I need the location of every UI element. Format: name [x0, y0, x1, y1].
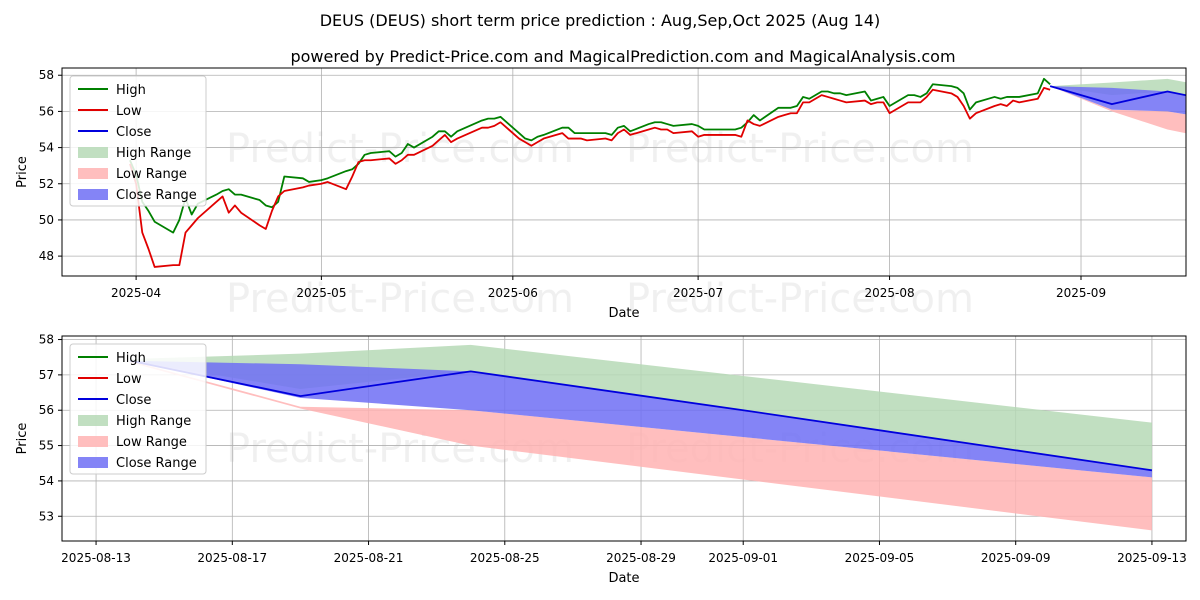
watermark-text: Predict-Price.com [226, 276, 574, 322]
x-tick-label: 2025-09-09 [981, 551, 1051, 565]
close-range-band [1050, 86, 1186, 115]
x-tick-label: 2025-08-29 [606, 551, 676, 565]
close-line [1049, 85, 1186, 106]
y-tick-label: 50 [39, 213, 54, 227]
x-tick-label: 2025-09-05 [845, 551, 915, 565]
legend-label: High [116, 351, 146, 366]
legend-label: Low [116, 104, 142, 119]
y-tick-label: 55 [39, 439, 54, 453]
legend-label: Close [116, 393, 151, 408]
y-tick-label: 56 [39, 403, 54, 417]
close-range-band [130, 360, 1152, 478]
low-range-band [1050, 86, 1186, 134]
bottom-chart-panel: Predict-Price.com Predict-Price.com 2025… [15, 333, 1187, 586]
low-line [129, 86, 1051, 268]
y-tick-label: 52 [39, 177, 54, 191]
legend-label: Low [116, 372, 142, 387]
y-axis-label: Price [15, 423, 30, 455]
y-tick-label: 48 [39, 249, 54, 263]
plot-area [129, 344, 1153, 531]
legend-swatch [78, 436, 108, 447]
legend-swatch [78, 457, 108, 468]
legend-swatch [78, 189, 108, 200]
legend-label: Close Range [116, 456, 197, 471]
x-tick-label: 2025-09-01 [708, 551, 778, 565]
legend-label: Low Range [116, 435, 187, 450]
x-tick-label: 2025-08-21 [334, 551, 404, 565]
legend-label: High Range [116, 146, 191, 161]
close-line [129, 359, 1153, 472]
legend-label: High [116, 83, 146, 98]
x-tick-label: 2025-08-13 [61, 551, 131, 565]
watermark-text: Predict-Price.com [626, 276, 974, 322]
x-tick-label: 2025-08-17 [197, 551, 267, 565]
x-tick-label: 2025-09-13 [1117, 551, 1187, 565]
y-tick-label: 56 [39, 104, 54, 118]
x-tick-label: 2025-05 [296, 286, 346, 300]
legend-label: Low Range [116, 167, 187, 182]
x-tick-label: 2025-04 [111, 286, 161, 300]
legend-label: Close Range [116, 188, 197, 203]
x-tick-label: 2025-09 [1056, 286, 1106, 300]
low-range-band [130, 360, 1152, 531]
y-tick-label: 54 [39, 474, 54, 488]
watermark-text: Predict-Price.com [226, 126, 574, 172]
legend-swatch [78, 168, 108, 179]
plot-area [129, 77, 1186, 268]
legend-swatch [78, 415, 108, 426]
y-tick-label: 57 [39, 368, 54, 382]
plot-frame [61, 335, 1187, 542]
plot-frame [61, 67, 1187, 277]
x-axis-label: Date [608, 571, 639, 586]
legend-swatch [78, 147, 108, 158]
chart-subtitle: powered by Predict-Price.com and Magical… [290, 47, 955, 66]
y-tick-label: 54 [39, 141, 54, 155]
x-tick-label: 2025-08-25 [470, 551, 540, 565]
y-axis-label: Price [15, 156, 30, 188]
y-tick-label: 58 [39, 333, 54, 347]
top-chart-panel: Predict-Price.com Predict-Price.com Pred… [15, 67, 1187, 322]
chart-title: DEUS (DEUS) short term price prediction … [320, 11, 881, 30]
x-tick-label: 2025-08 [864, 286, 914, 300]
legend-label: Close [116, 125, 151, 140]
watermark-text: Predict-Price.com [626, 126, 974, 172]
x-tick-label: 2025-07 [673, 286, 723, 300]
x-axis-label: Date [608, 306, 639, 321]
y-tick-label: 53 [39, 509, 54, 523]
y-tick-label: 58 [39, 68, 54, 82]
legend-label: High Range [116, 414, 191, 429]
x-tick-label: 2025-06 [488, 286, 538, 300]
